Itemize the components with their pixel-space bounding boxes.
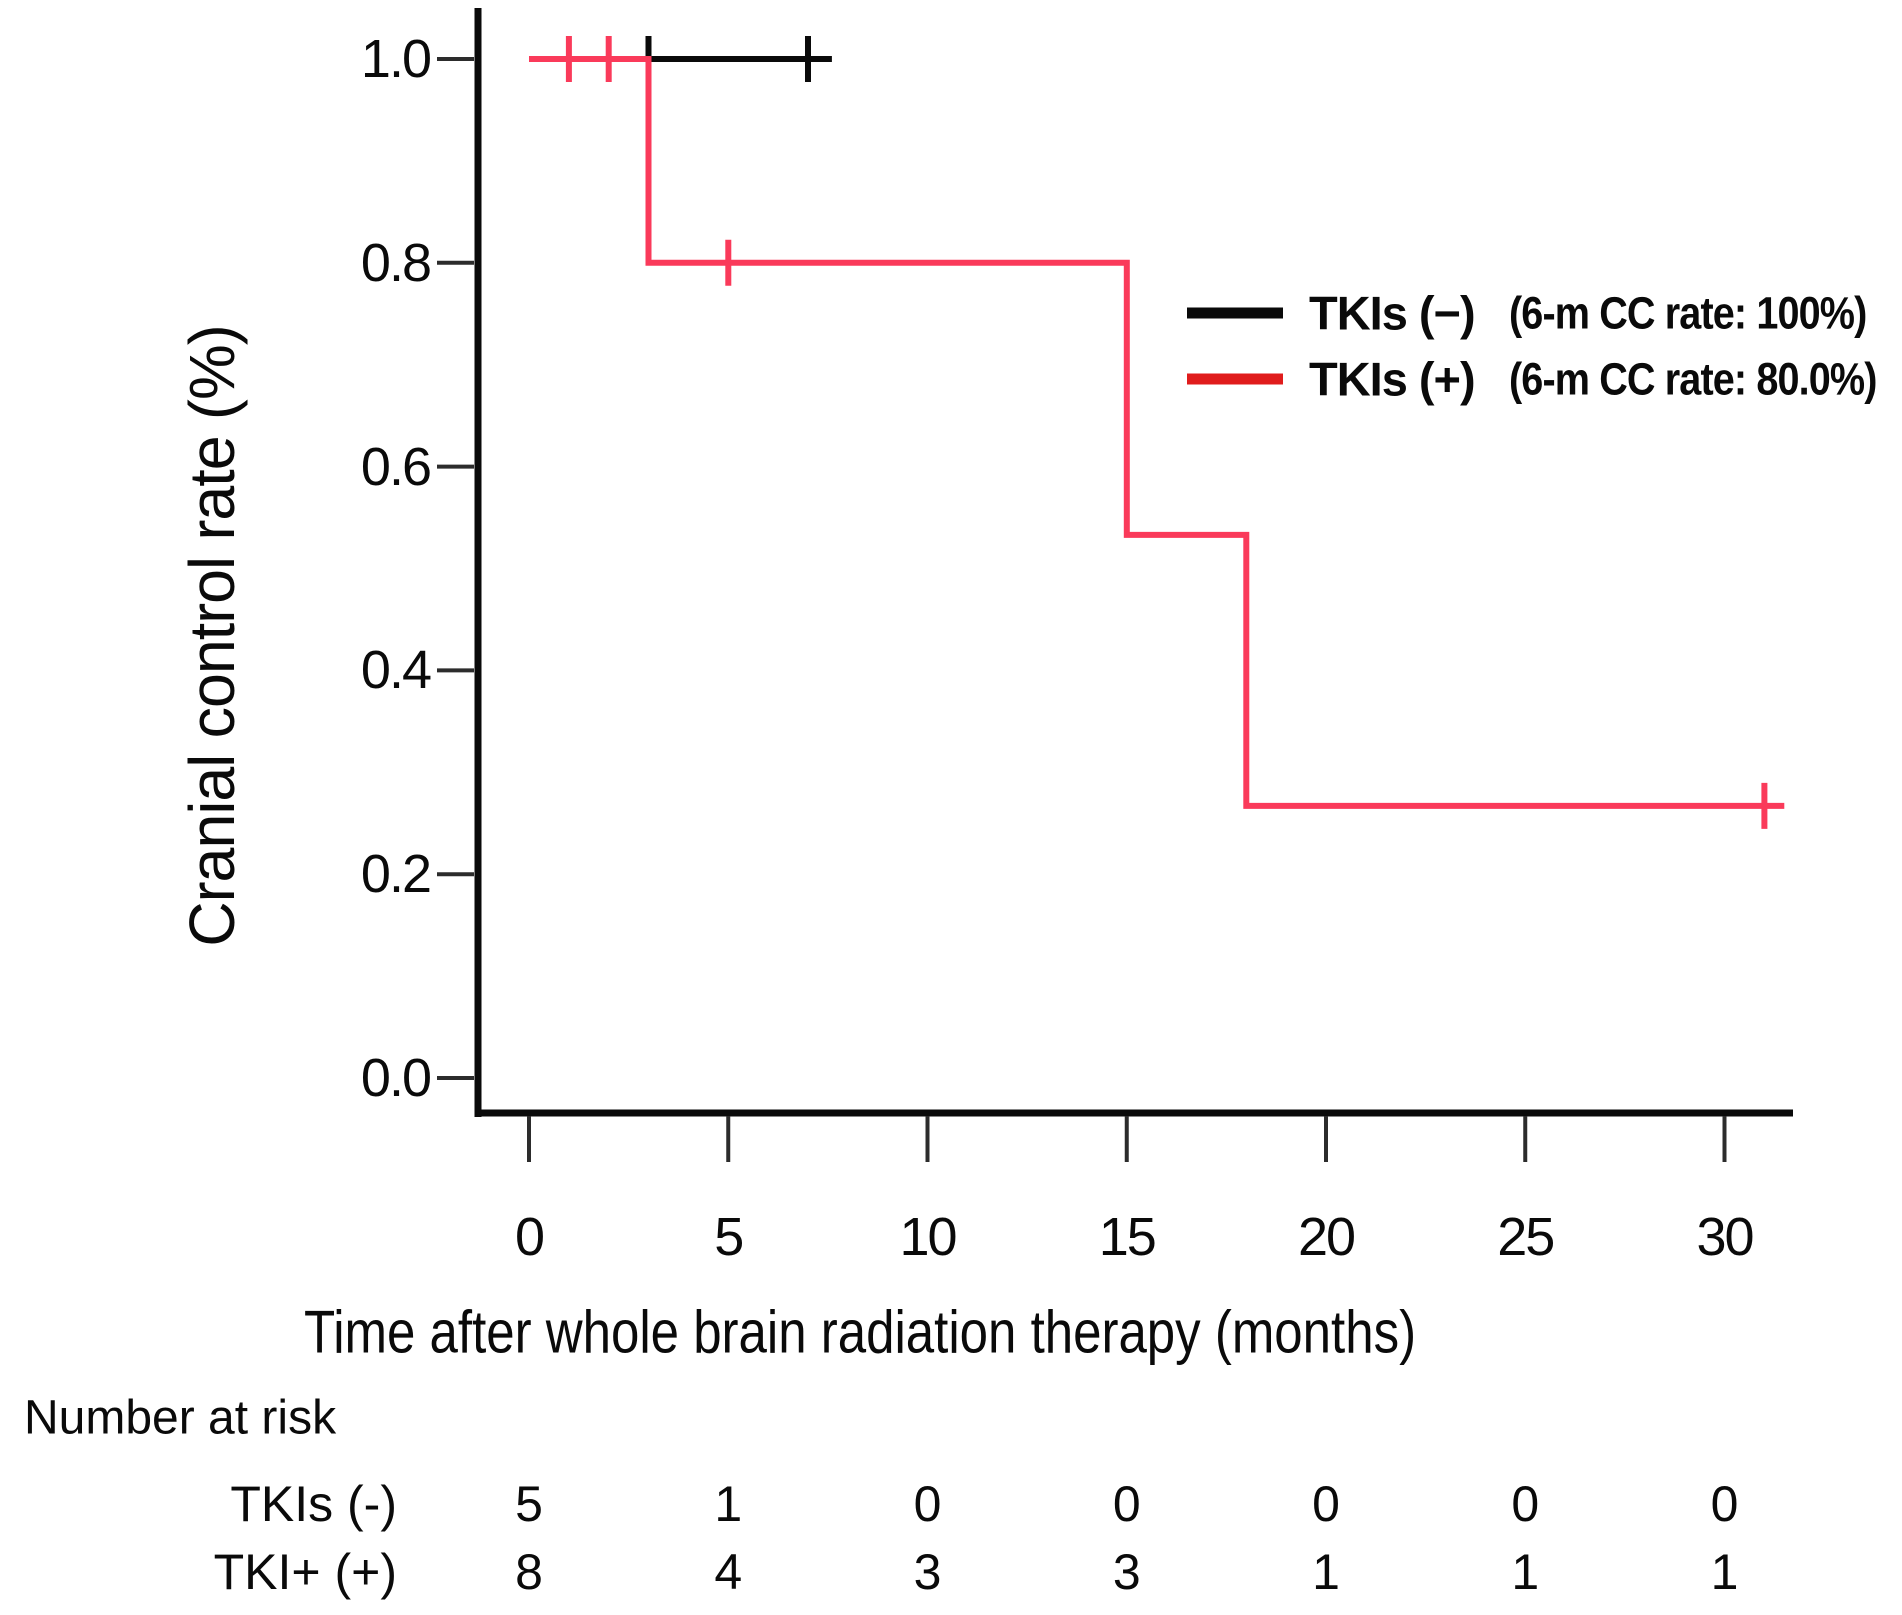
legend-rate-label: (6-m CC rate: 80.0%)	[1509, 353, 1877, 404]
risk-count: 1	[1511, 1544, 1540, 1600]
risk-table-heading: Number at risk	[24, 1391, 337, 1445]
x-tick-label: 20	[1297, 1207, 1356, 1267]
risk-count: 1	[714, 1476, 743, 1532]
y-tick-label: 1.0	[360, 29, 432, 89]
x-tick-label: 30	[1696, 1207, 1754, 1267]
risk-count: 5	[515, 1476, 543, 1532]
x-tick-label: 10	[899, 1207, 957, 1267]
risk-count: 4	[714, 1544, 743, 1600]
risk-count: 1	[1312, 1544, 1340, 1600]
risk-count: 8	[515, 1544, 543, 1600]
legend-series-label: TKIs (−)	[1309, 286, 1476, 340]
risk-count: 0	[1312, 1476, 1340, 1532]
axes	[437, 8, 1793, 1162]
risk-count: 0	[1511, 1476, 1540, 1532]
legend-rate-label: (6-m CC rate: 100%)	[1509, 287, 1867, 338]
risk-count: 1	[1710, 1544, 1739, 1600]
y-tick-label: 0.2	[360, 844, 432, 905]
y-tick-label: 0.6	[360, 436, 432, 497]
y-tick-label: 0.8	[360, 232, 432, 293]
risk-row-label-tkis-negative: TKIs (-)	[230, 1476, 397, 1532]
y-tick-label: 0.4	[360, 640, 432, 701]
risk-count: 0	[1710, 1476, 1739, 1532]
x-tick-label: 25	[1497, 1207, 1555, 1267]
risk-count: 3	[1112, 1544, 1141, 1600]
x-tick-label: 5	[714, 1207, 744, 1267]
y-tick-label: 0.0	[360, 1048, 432, 1108]
legend-line-swatch-red	[1187, 373, 1283, 385]
legend-line-swatch-black	[1187, 307, 1283, 319]
x-tick-label: 15	[1098, 1207, 1157, 1267]
km-curve-tkis-positive	[529, 36, 1785, 829]
x-tick-label: 0	[514, 1207, 545, 1267]
risk-count: 0	[913, 1476, 942, 1532]
legend-item-tkis-negative: TKIs (−) (6-m CC rate: 100%)	[1187, 286, 1902, 341]
legend-item-tkis-positive: TKIs (+) (6-m CC rate: 80.0%)	[1187, 352, 1902, 407]
risk-count: 0	[1112, 1476, 1141, 1532]
risk-count: 3	[913, 1544, 942, 1600]
y-axis-title: Cranial control rate (%)	[176, 325, 248, 947]
risk-row-label-tki-positive: TKI+ (+)	[213, 1544, 397, 1600]
x-axis-title: Time after whole brain radiation therapy…	[303, 1298, 1417, 1366]
legend-series-label: TKIs (+)	[1309, 352, 1476, 406]
